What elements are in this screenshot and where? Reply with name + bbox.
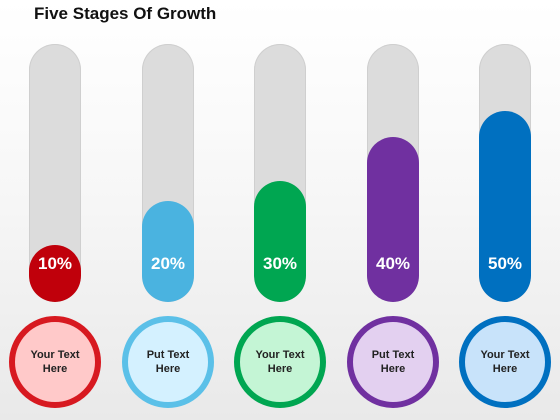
progress-fill: 20% <box>142 201 194 302</box>
stage-3: 30% Your Text Here <box>229 0 329 420</box>
stage-text: Put Text Here <box>371 349 415 375</box>
stage-circle: Put Text Here <box>347 316 439 408</box>
percent-label: 20% <box>150 254 186 273</box>
stage-circle: Put Text Here <box>122 316 214 408</box>
progress-fill: 10% <box>29 245 81 302</box>
progress-tube: 50% <box>479 44 531 302</box>
stage-circle: Your Text Here <box>234 316 326 408</box>
stage-circle: Your Text Here <box>9 316 101 408</box>
progress-fill: 30% <box>254 181 306 302</box>
stage-text: Your Text Here <box>30 349 80 375</box>
progress-tube: 10% <box>29 44 81 302</box>
stage-2: 20% Put Text Here <box>117 0 217 420</box>
progress-fill: 40% <box>367 137 419 302</box>
stage-5: 50% Your Text Here <box>454 0 554 420</box>
percent-label: 30% <box>262 254 298 273</box>
stage-4: 40% Put Text Here <box>342 0 442 420</box>
percent-label: 50% <box>487 254 523 273</box>
stage-text: Put Text Here <box>146 349 190 375</box>
percent-label: 40% <box>375 254 411 273</box>
progress-tube: 40% <box>367 44 419 302</box>
stage-text: Your Text Here <box>255 349 305 375</box>
page-title: Five Stages Of Growth <box>34 4 217 23</box>
progress-tube: 20% <box>142 44 194 302</box>
stage-circle: Your Text Here <box>459 316 551 408</box>
percent-label: 10% <box>37 254 73 273</box>
progress-tube: 30% <box>254 44 306 302</box>
stage-text: Your Text Here <box>480 349 530 375</box>
progress-fill: 50% <box>479 111 531 302</box>
stage-1: 10% Your Text Here <box>4 0 104 420</box>
